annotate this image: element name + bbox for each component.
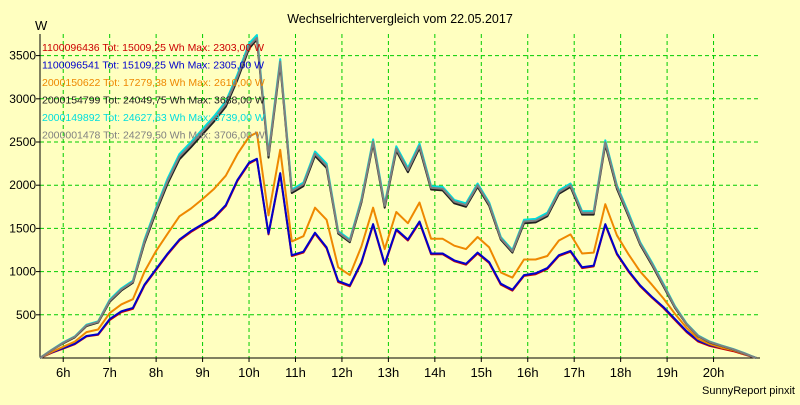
x-tick-label-12h: 12h bbox=[331, 365, 353, 380]
x-tick-label-18h: 18h bbox=[610, 365, 632, 380]
y-axis-unit: W bbox=[35, 18, 48, 33]
x-tick-label-20h: 20h bbox=[703, 365, 725, 380]
series-layer bbox=[39, 34, 757, 359]
y-tick-label-3000: 3000 bbox=[9, 92, 36, 106]
x-tick-label-16h: 16h bbox=[517, 365, 539, 380]
legend-entry-2: 1100096541 Tot: 15109,25 Wh Max: 2305,00… bbox=[42, 60, 264, 72]
y-tick-label-1500: 1500 bbox=[9, 221, 36, 235]
series-line-3 bbox=[39, 131, 757, 359]
legend-entry-3: 2000150622 Tot: 17279,38 Wh Max: 2610,00… bbox=[42, 77, 265, 89]
chart-title: Wechselrichtervergleich vom 22.05.2017 bbox=[287, 12, 513, 26]
footer-credit: SunnyReport pinxit bbox=[702, 385, 795, 397]
x-tick-label-11h: 11h bbox=[285, 365, 306, 380]
y-tick-label-2500: 2500 bbox=[9, 135, 36, 149]
x-tick-label-6h: 6h bbox=[56, 365, 70, 380]
x-tick-label-9h: 9h bbox=[195, 365, 209, 380]
legend-entry-4: 2000154799 Tot: 24049,75 Wh Max: 3688,00… bbox=[42, 95, 265, 107]
x-tick-label-8h: 8h bbox=[149, 365, 163, 380]
x-tick-label-19h: 19h bbox=[656, 365, 678, 380]
y-tick-label-500: 500 bbox=[16, 308, 36, 322]
legend-entry-6: 2000001478 Tot: 24279,50 Wh Max: 3706,00… bbox=[42, 130, 265, 142]
x-tick-label-15h: 15h bbox=[470, 365, 492, 380]
grid-layer bbox=[40, 34, 760, 358]
x-tick-label-7h: 7h bbox=[102, 365, 116, 380]
x-tick-label-14h: 14h bbox=[424, 365, 446, 380]
x-tick-label-10h: 10h bbox=[238, 365, 260, 380]
legend-entry-5: 2000149892 Tot: 24627,63 Wh Max: 3739,00… bbox=[42, 112, 265, 124]
y-tick-label-2000: 2000 bbox=[9, 178, 36, 192]
axis-layer: 6h 7h 8h 9h 10h 11h 12h 13h 14h 15h 16h 17h 18h 19h 20… bbox=[9, 34, 760, 380]
legend-entry-1: 1100096436 Tot: 15009,25 Wh Max: 2303,00… bbox=[42, 42, 264, 54]
x-tick-label-17h: 17h bbox=[563, 365, 585, 380]
y-tick-label-1000: 1000 bbox=[9, 265, 36, 279]
x-tick-label-13h: 13h bbox=[378, 365, 400, 380]
series-line-6 bbox=[39, 36, 757, 359]
y-tick-label-3500: 3500 bbox=[9, 49, 36, 63]
legend-layer: 1100096436 Tot: 15009,25 Wh Max: 2303,00… bbox=[42, 42, 265, 142]
series-line-2 bbox=[39, 157, 757, 359]
